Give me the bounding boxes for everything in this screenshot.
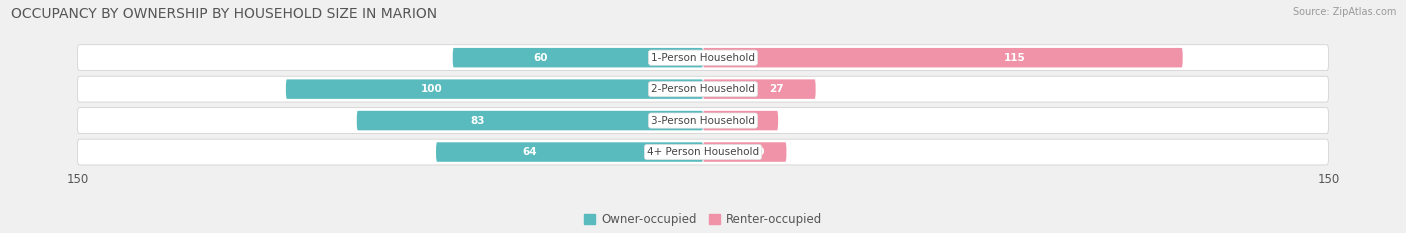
Text: 83: 83 bbox=[471, 116, 485, 126]
Text: 1-Person Household: 1-Person Household bbox=[651, 53, 755, 63]
FancyBboxPatch shape bbox=[77, 108, 1329, 134]
Text: 3-Person Household: 3-Person Household bbox=[651, 116, 755, 126]
Text: 20: 20 bbox=[749, 147, 765, 157]
Text: 100: 100 bbox=[420, 84, 443, 94]
Text: 60: 60 bbox=[533, 53, 547, 63]
FancyBboxPatch shape bbox=[703, 79, 815, 99]
Text: Source: ZipAtlas.com: Source: ZipAtlas.com bbox=[1292, 7, 1396, 17]
Legend: Owner-occupied, Renter-occupied: Owner-occupied, Renter-occupied bbox=[579, 209, 827, 231]
FancyBboxPatch shape bbox=[436, 142, 703, 162]
Text: 18: 18 bbox=[745, 116, 759, 126]
Text: 64: 64 bbox=[522, 147, 537, 157]
FancyBboxPatch shape bbox=[703, 48, 1182, 67]
Text: OCCUPANCY BY OWNERSHIP BY HOUSEHOLD SIZE IN MARION: OCCUPANCY BY OWNERSHIP BY HOUSEHOLD SIZE… bbox=[11, 7, 437, 21]
FancyBboxPatch shape bbox=[77, 76, 1329, 102]
FancyBboxPatch shape bbox=[703, 142, 786, 162]
FancyBboxPatch shape bbox=[453, 48, 703, 67]
Text: 115: 115 bbox=[1004, 53, 1025, 63]
Text: 2-Person Household: 2-Person Household bbox=[651, 84, 755, 94]
Text: 27: 27 bbox=[769, 84, 783, 94]
FancyBboxPatch shape bbox=[357, 111, 703, 130]
Text: 4+ Person Household: 4+ Person Household bbox=[647, 147, 759, 157]
FancyBboxPatch shape bbox=[77, 45, 1329, 71]
FancyBboxPatch shape bbox=[285, 79, 703, 99]
FancyBboxPatch shape bbox=[77, 139, 1329, 165]
FancyBboxPatch shape bbox=[703, 111, 778, 130]
